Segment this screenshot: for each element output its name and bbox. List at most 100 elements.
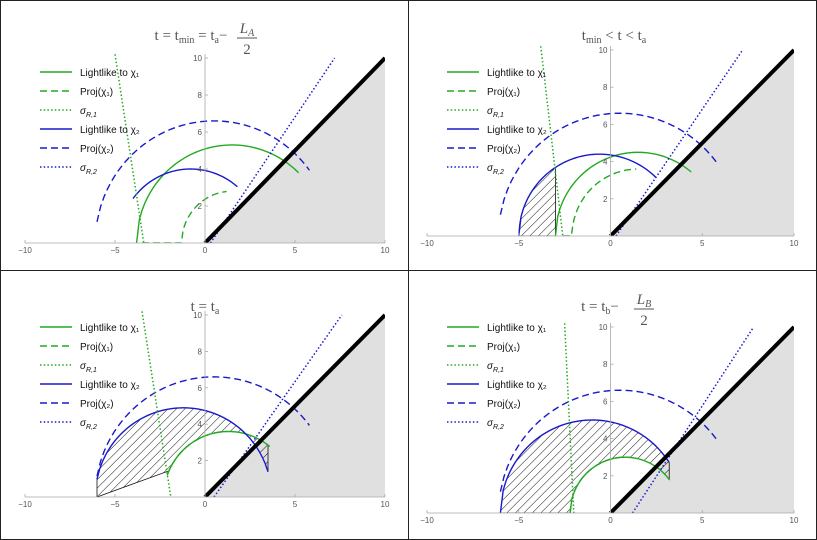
y-tick-label: 8 bbox=[198, 91, 203, 100]
light-cone-boundary bbox=[609, 325, 794, 513]
x-tick-label: 0 bbox=[608, 516, 613, 525]
y-tick-label: 8 bbox=[198, 347, 203, 356]
panel-title: t = tmin = ta− bbox=[155, 28, 228, 46]
x-tick-label: 5 bbox=[700, 239, 705, 248]
panel-title: t = tb− bbox=[581, 299, 619, 317]
chart-panel-1: −10 −5 0 5 10 2 4 6 8 10 t = tmin = ta− LA 2 Lightlik… bbox=[18, 21, 390, 255]
legend-label: Proj(χ₂) bbox=[487, 399, 521, 410]
legend-label: σR,1 bbox=[80, 106, 97, 119]
legend-label: Lightlike to χ₂ bbox=[487, 125, 547, 136]
legend-label: Lightlike to χ₂ bbox=[487, 380, 547, 391]
lightlike-chi2-curve bbox=[132, 168, 238, 200]
proj-chi1-curve bbox=[569, 456, 631, 513]
legend-label: Lightlike to χ₂ bbox=[80, 125, 140, 136]
legend-label: σR,2 bbox=[80, 163, 97, 176]
y-tick-label: 10 bbox=[599, 46, 608, 55]
x-tick-label: 5 bbox=[700, 516, 705, 525]
sigma-r2-line bbox=[209, 57, 336, 243]
legend-label: σR,1 bbox=[487, 361, 504, 374]
legend-label: Proj(χ₁) bbox=[487, 87, 520, 98]
svg-text:LB: LB bbox=[636, 292, 651, 310]
sigma-r2-line bbox=[615, 49, 744, 236]
title-fraction: LB 2 bbox=[634, 292, 654, 329]
proj-chi1-curve bbox=[142, 190, 227, 243]
legend-label: Proj(χ₂) bbox=[487, 144, 521, 155]
light-cone-boundary bbox=[609, 48, 794, 236]
panel-title: tmin < t < ta bbox=[582, 28, 647, 46]
legend-label: Lightlike to χ₂ bbox=[80, 380, 140, 391]
lightlike-chi2-curve bbox=[518, 153, 657, 236]
svg-text:2: 2 bbox=[640, 313, 648, 329]
y-tick-label: 6 bbox=[198, 384, 203, 393]
x-tick-label: −5 bbox=[514, 516, 524, 525]
legend: Lightlike to χ₁ Proj(χ₁) σR,1 Lightlike to … bbox=[40, 68, 140, 176]
y-tick-label: 6 bbox=[603, 120, 608, 129]
sigma-r1-line bbox=[540, 46, 564, 236]
y-tick-label: 4 bbox=[603, 158, 608, 167]
chart-panel-4: −10 −5 0 5 10 2 4 6 8 10 t = tb− LB 2 Lightlike to χ₁… bbox=[420, 292, 799, 525]
svg-text:2: 2 bbox=[243, 42, 251, 58]
y-tick-label: 2 bbox=[198, 457, 203, 466]
x-tick-label: 5 bbox=[293, 246, 298, 255]
legend-label: Lightlike to χ₁ bbox=[487, 68, 547, 79]
legend-label: Proj(χ₁) bbox=[80, 87, 113, 98]
x-tick-label: −10 bbox=[18, 500, 32, 509]
legend-label: Proj(χ₂) bbox=[80, 144, 114, 155]
y-tick-label: 10 bbox=[599, 323, 608, 332]
x-tick-label: 10 bbox=[381, 246, 390, 255]
x-tick-label: −10 bbox=[420, 239, 434, 248]
legend-label: Lightlike to χ₁ bbox=[80, 323, 140, 334]
legend-label: Proj(χ₂) bbox=[80, 399, 114, 410]
y-tick-label: 4 bbox=[198, 420, 203, 429]
legend-label: Proj(χ₁) bbox=[487, 342, 520, 353]
x-tick-label: −5 bbox=[110, 500, 120, 509]
x-tick-label: 10 bbox=[790, 239, 799, 248]
y-tick-label: 10 bbox=[193, 54, 202, 63]
proj-chi1-curve bbox=[562, 168, 637, 236]
x-tick-label: 10 bbox=[790, 516, 799, 525]
y-tick-label: 4 bbox=[603, 435, 608, 444]
legend-label: σR,1 bbox=[487, 106, 504, 119]
y-tick-label: 10 bbox=[193, 311, 202, 320]
y-tick-label: 4 bbox=[198, 165, 203, 174]
x-tick-label: 0 bbox=[608, 239, 613, 248]
light-cone-boundary bbox=[203, 56, 385, 243]
lightlike-chi2-curve bbox=[96, 407, 269, 480]
y-tick-label: 8 bbox=[603, 360, 608, 369]
legend: Lightlike to χ₁ Proj(χ₁) σR,1 Lightlike to … bbox=[40, 323, 140, 431]
y-tick-label: 2 bbox=[603, 195, 608, 204]
x-tick-label: −10 bbox=[420, 516, 434, 525]
y-tick-label: 6 bbox=[198, 128, 203, 137]
sigma-r1-line bbox=[141, 311, 172, 497]
legend-label: Proj(χ₁) bbox=[80, 342, 113, 353]
title-fraction: LA 2 bbox=[237, 21, 257, 58]
x-tick-label: 10 bbox=[381, 500, 390, 509]
x-tick-label: 5 bbox=[293, 500, 298, 509]
x-tick-label: 0 bbox=[203, 500, 208, 509]
legend-label: Lightlike to χ₁ bbox=[487, 323, 547, 334]
proj-chi2-curve bbox=[96, 376, 310, 477]
x-tick-label: −5 bbox=[110, 246, 120, 255]
proj-chi2-curve bbox=[96, 120, 310, 222]
proj-chi2-curve bbox=[499, 389, 718, 492]
y-tick-label: 2 bbox=[603, 472, 608, 481]
y-tick-label: 6 bbox=[603, 397, 608, 406]
legend-label: σR,2 bbox=[487, 163, 504, 176]
legend-label: σR,1 bbox=[80, 361, 97, 374]
x-tick-label: 0 bbox=[203, 246, 208, 255]
sigma-r1-line bbox=[114, 54, 145, 243]
proj-chi2-curve bbox=[499, 112, 718, 215]
y-tick-label: 8 bbox=[603, 83, 608, 92]
y-tick-label: 2 bbox=[198, 202, 203, 211]
x-tick-label: −5 bbox=[514, 239, 524, 248]
panel-title: t = ta bbox=[191, 299, 220, 317]
proj-chi1-curve bbox=[166, 430, 227, 476]
hatched-region bbox=[518, 166, 556, 236]
lightlike-chi2-curve bbox=[499, 419, 670, 513]
legend-label: σR,2 bbox=[487, 418, 504, 431]
legend: Lightlike to χ₁ Proj(χ₁) σR,1 Lightlike to … bbox=[447, 68, 547, 176]
light-cone-boundary bbox=[203, 313, 385, 497]
